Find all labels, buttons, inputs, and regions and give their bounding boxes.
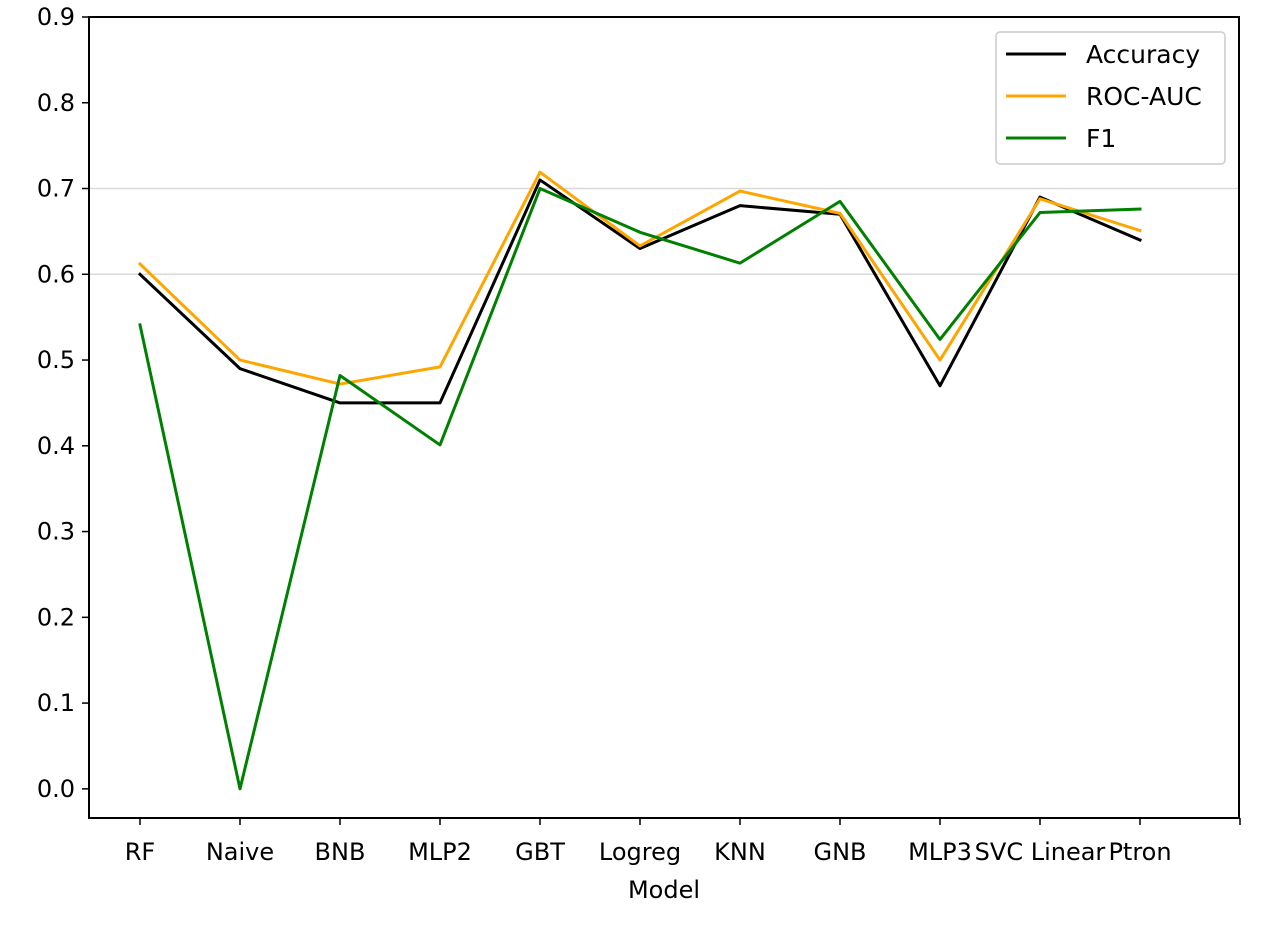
grid-layer — [89, 187, 1239, 276]
legend-label-accuracy: Accuracy — [1086, 40, 1200, 69]
series-line-roc-auc — [137, 170, 1142, 386]
legend-items: Accuracy ROC-AUC F1 — [1006, 40, 1202, 153]
y-tick-label-1: 0.1 — [37, 689, 75, 717]
y-tick-label-9: 0.9 — [37, 3, 75, 31]
x-tick-label-9: SVC Linear — [975, 838, 1106, 866]
x-tick-label-10: Ptron — [1108, 838, 1171, 866]
x-tick-label-6: KNN — [714, 838, 766, 866]
y-tick-label-2: 0.2 — [37, 603, 75, 631]
y-tick-label-8: 0.8 — [37, 89, 75, 117]
x-axis-label: Model — [628, 876, 700, 904]
x-tick-label-1: Naive — [206, 838, 274, 866]
legend-box — [995, 31, 1226, 165]
legend: Accuracy ROC-AUC F1 — [995, 31, 1226, 165]
y-tick-label-7: 0.7 — [37, 175, 75, 203]
y-tick-label-6: 0.6 — [37, 260, 75, 288]
y-tick-label-3: 0.3 — [37, 518, 75, 546]
series-line-f1 — [138, 187, 1142, 791]
y-tick-label-4: 0.4 — [37, 432, 75, 460]
axes-layer — [88, 16, 1240, 819]
legend-label-f1: F1 — [1086, 124, 1116, 153]
x-tick-label-8: MLP3 — [908, 838, 972, 866]
x-tick-label-5: Logreg — [599, 838, 681, 866]
x-tick-label-0: RF — [125, 838, 155, 866]
series-layer — [137, 170, 1142, 791]
plot-frame — [88, 16, 1240, 819]
y-tick-label-0: 0.0 — [37, 775, 75, 803]
x-tick-label-2: BNB — [315, 838, 366, 866]
y-tick-label-5: 0.5 — [37, 346, 75, 374]
x-tick-label-4: GBT — [515, 838, 565, 866]
legend-label-roc-auc: ROC-AUC — [1086, 82, 1202, 111]
series-line-accuracy — [137, 178, 1142, 405]
x-tick-layer: RF Naive BNB MLP2 GBT Logreg KNN GNB MLP3 SVC Lin… — [125, 818, 1241, 866]
x-tick-label-7: GNB — [813, 838, 866, 866]
x-tick-label-3: MLP2 — [408, 838, 472, 866]
y-tick-layer: 0.0 0.1 0.2 0.3 0.4 0.5 0.6 0.7 0.8 0.9 — [37, 3, 89, 803]
